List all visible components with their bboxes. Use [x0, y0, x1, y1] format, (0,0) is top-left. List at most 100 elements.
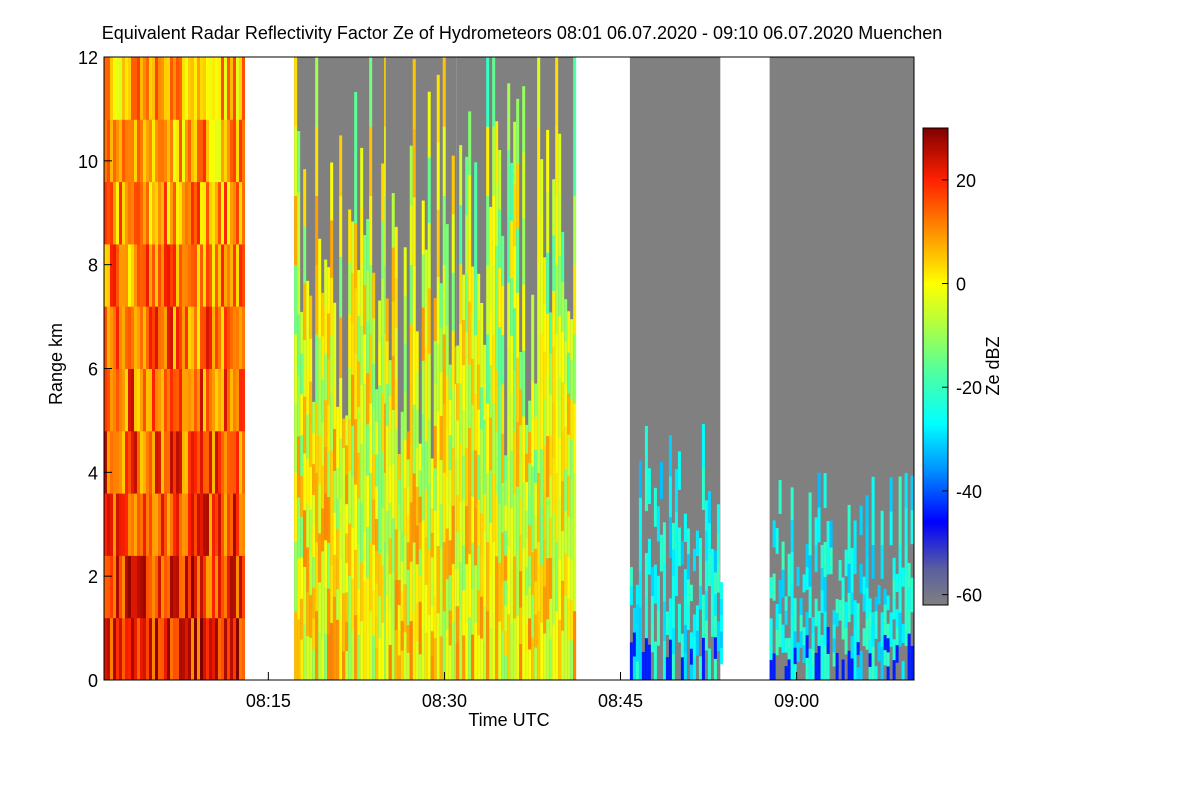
ze-cell: [188, 617, 191, 680]
ze-cell: [333, 386, 337, 429]
ze-cell: [394, 579, 398, 631]
ze-cell: [874, 596, 878, 612]
ze-cell: [513, 245, 517, 309]
ze-cell: [534, 647, 538, 680]
ze-cell: [104, 555, 107, 619]
ze-cell: [570, 359, 574, 400]
ze-cell: [510, 565, 514, 624]
ze-cell: [412, 473, 416, 543]
ze-cell: [333, 302, 337, 346]
ze-cell: [385, 425, 389, 469]
ze-cell: [394, 277, 398, 329]
ze-cell: [501, 482, 505, 533]
ze-cell: [143, 617, 146, 680]
ze-cell: [883, 604, 887, 620]
ze-cell: [242, 493, 245, 556]
ze-cell: [333, 638, 337, 680]
ze-cell: [312, 587, 316, 619]
ze-cell: [644, 468, 648, 512]
ze-cell: [227, 57, 230, 120]
ze-cell: [409, 561, 413, 622]
ze-cell: [116, 493, 119, 556]
ze-cell: [167, 617, 170, 680]
ze-cell: [504, 455, 508, 481]
ze-cell: [534, 482, 538, 516]
ze-cell: [342, 534, 346, 565]
ze-cell: [835, 652, 839, 667]
ze-cell: [397, 529, 401, 555]
ze-cell: [206, 555, 209, 619]
ze-cell: [507, 414, 511, 482]
ze-cell: [442, 333, 446, 404]
ze-cell: [456, 419, 460, 458]
ze-cell: [847, 534, 851, 564]
ze-cell: [519, 643, 523, 680]
ze-cell: [558, 437, 562, 499]
ze-cell: [369, 57, 373, 127]
ze-cell: [817, 472, 821, 508]
ze-cell: [552, 568, 556, 625]
ze-cell: [841, 597, 845, 619]
ze-cell: [167, 57, 170, 120]
ze-cell: [339, 437, 343, 499]
ze-cell: [128, 243, 131, 307]
ze-cell: [155, 555, 158, 619]
ze-cell: [573, 264, 577, 335]
ze-cell: [400, 471, 404, 502]
ze-cell: [330, 392, 334, 451]
ze-cell: [468, 300, 472, 365]
ze-cell: [351, 527, 355, 579]
ze-cell: [218, 617, 221, 680]
ze-cell: [471, 542, 475, 589]
ze-cell: [647, 644, 651, 680]
ze-cell: [459, 204, 463, 265]
ze-cell: [436, 209, 440, 278]
ze-cell: [131, 243, 134, 307]
ze-cell: [531, 423, 535, 467]
ze-cell: [306, 280, 310, 326]
ze-cell: [182, 57, 185, 120]
ze-cell: [772, 573, 776, 601]
ze-cell: [360, 443, 364, 504]
ze-cell: [456, 642, 460, 680]
ze-cell: [662, 601, 666, 642]
ze-cell: [239, 57, 242, 120]
ze-cell: [218, 430, 221, 494]
ze-cell: [233, 57, 236, 120]
ze-cell: [197, 181, 200, 245]
ze-cell: [242, 306, 245, 369]
ze-cell: [173, 57, 176, 120]
ze-cell: [552, 401, 556, 458]
ze-cell: [418, 601, 422, 628]
ze-cell: [372, 408, 376, 455]
ze-cell: [239, 493, 242, 556]
ze-cell: [146, 430, 149, 494]
ze-cell: [433, 425, 437, 469]
ze-cell: [552, 624, 556, 680]
ze-cell: [297, 375, 301, 437]
ze-cell: [895, 573, 899, 593]
ze-cell: [384, 541, 388, 612]
ze-cell: [173, 119, 176, 183]
ze-cell: [772, 653, 776, 680]
ze-cell: [351, 476, 355, 528]
ze-cell: [716, 504, 720, 535]
ze-cell: [224, 306, 227, 369]
ze-cell: [495, 307, 499, 371]
ze-cell: [546, 435, 550, 498]
ze-cell: [489, 522, 493, 576]
ze-cell: [242, 57, 245, 120]
ze-cell: [384, 195, 388, 266]
ze-cell: [185, 306, 188, 369]
ze-cell: [430, 630, 434, 656]
ze-cell: [811, 632, 815, 650]
ze-cell: [451, 213, 455, 273]
ze-cell: [306, 591, 310, 637]
ze-cell: [161, 493, 164, 556]
ze-cell: [384, 472, 388, 543]
ze-cell: [510, 392, 514, 451]
ze-cell: [125, 555, 128, 619]
ze-cell: [312, 556, 316, 588]
ze-cell: [528, 462, 532, 495]
